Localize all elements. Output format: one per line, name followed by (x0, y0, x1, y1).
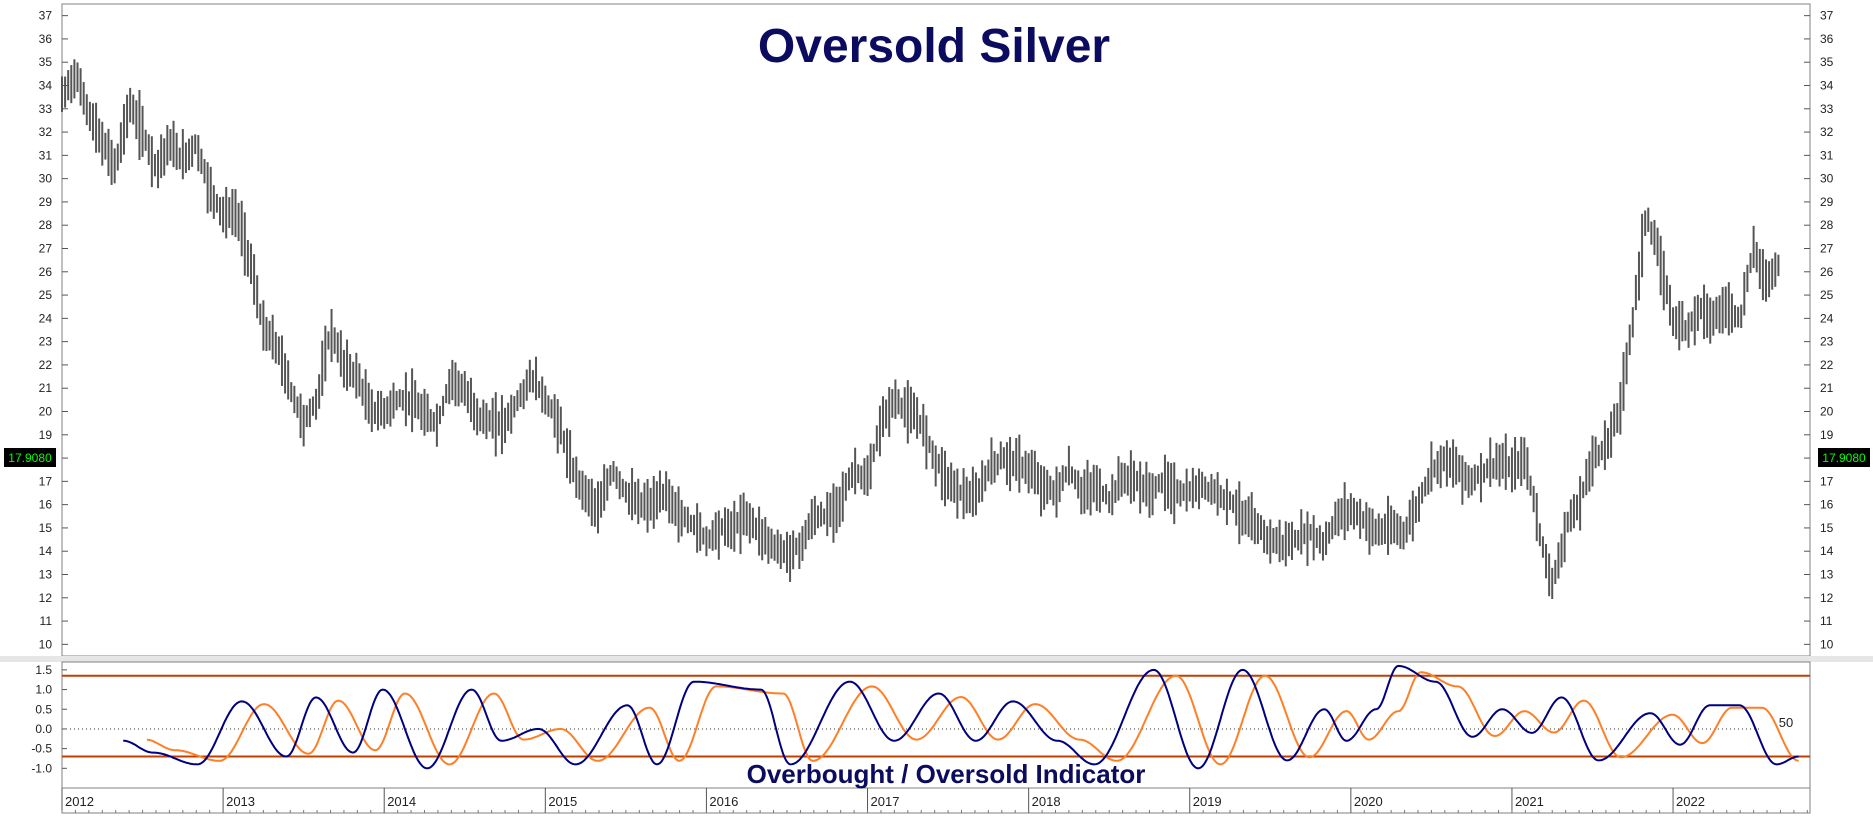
chart-title: Oversold Silver (758, 20, 1110, 73)
price-y-tick-label-right: 22 (1820, 358, 1834, 372)
price-y-tick-label-left: 31 (39, 148, 53, 162)
price-y-tick-label-right: 30 (1820, 172, 1834, 186)
last-value-label-right: 17.9080 (1822, 451, 1866, 465)
price-y-tick-label-left: 25 (39, 288, 53, 302)
price-y-tick-label-right: 24 (1820, 311, 1834, 325)
price-y-tick-label-right: 37 (1820, 9, 1834, 23)
price-y-tick-label-left: 22 (39, 358, 53, 372)
price-y-tick-label-left: 30 (39, 172, 53, 186)
price-y-tick-label-left: 14 (39, 544, 53, 558)
price-y-tick-label-right: 26 (1820, 265, 1834, 279)
price-y-tick-label-left: 34 (39, 79, 53, 93)
price-y-tick-label-right: 25 (1820, 288, 1834, 302)
price-y-tick-label-left: 11 (40, 614, 53, 628)
price-y-tick-label-right: 19 (1820, 428, 1834, 442)
price-y-tick-label-left: 37 (39, 9, 53, 23)
price-y-tick-label-left: 35 (39, 55, 53, 69)
price-y-tick-label-left: 28 (39, 218, 53, 232)
x-tick-label: 2021 (1515, 794, 1544, 809)
price-y-tick-label-right: 31 (1820, 148, 1834, 162)
last-value-box-left (4, 448, 56, 467)
indicator-title: Overbought / Oversold Indicator (747, 759, 1146, 789)
price-y-tick-label-right: 17 (1820, 474, 1834, 488)
price-y-tick-label-right: 12 (1820, 591, 1834, 605)
x-axis: 2012 2013 2014 2015 2016 2017 2018 2019 2020 2021… (61, 788, 1808, 813)
price-y-tick-label-left: 12 (39, 591, 53, 605)
price-y-tick-label-left: 20 (39, 405, 53, 419)
indicator-y-tick-label: 0.0 (35, 722, 52, 736)
indicator-y-tick-label: -0.5 (31, 742, 52, 756)
indicator-right-tick-label: 50 (1779, 715, 1793, 730)
price-y-tick-label-right: 28 (1820, 218, 1834, 232)
price-y-tick-label-right: 33 (1820, 102, 1834, 116)
x-tick-label: 2015 (548, 794, 577, 809)
price-y-tick-label-right: 35 (1820, 55, 1834, 69)
x-tick-label: 2022 (1676, 794, 1705, 809)
price-y-tick-label-left: 15 (39, 521, 53, 535)
price-y-tick-label-left: 33 (39, 102, 53, 116)
indicator-y-tick-label: 1.0 (35, 683, 52, 697)
price-y-tick-label-right: 27 (1820, 242, 1834, 256)
price-y-tick-label-left: 17 (39, 474, 53, 488)
x-tick-label: 2019 (1193, 794, 1222, 809)
indicator-panel-frame (61, 661, 1811, 789)
x-tick-label: 2018 (1032, 794, 1061, 809)
x-tick-label: 2016 (709, 794, 738, 809)
price-y-tick-label-right: 10 (1820, 637, 1834, 651)
price-y-tick-label-left: 27 (39, 242, 53, 256)
price-y-tick-label-left: 26 (39, 265, 53, 279)
panel-separator (0, 656, 1873, 662)
x-tick-label: 2020 (1354, 794, 1383, 809)
price-y-tick-label-right: 23 (1820, 335, 1834, 349)
indicator-line (123, 664, 1799, 770)
price-y-tick-label-left: 24 (39, 311, 53, 325)
price-y-tick-label-right: 13 (1820, 568, 1834, 582)
price-y-tick-label-left: 19 (39, 428, 53, 442)
price-y-tick-label-right: 11 (1820, 614, 1833, 628)
price-y-tick-label-right: 32 (1820, 125, 1834, 139)
price-y-tick-label-left: 23 (39, 335, 53, 349)
price-y-tick-label-left: 13 (39, 568, 53, 582)
indicator-reference-lines (62, 674, 1810, 758)
price-y-tick-label-right: 15 (1820, 521, 1834, 535)
x-tick-label: 2013 (226, 794, 255, 809)
price-y-tick-label-right: 21 (1820, 381, 1834, 395)
price-y-tick-label-left: 16 (39, 498, 53, 512)
price-y-axis-left: 1011121314151617181920212223242526272829… (39, 9, 68, 651)
price-y-tick-label-left: 10 (39, 637, 53, 651)
indicator-lines (123, 664, 1799, 770)
price-y-tick-label-right: 16 (1820, 498, 1834, 512)
x-tick-label: 2014 (387, 794, 416, 809)
x-axis-strip (61, 787, 1811, 814)
price-y-tick-label-left: 32 (39, 125, 53, 139)
price-bars (61, 59, 1780, 600)
price-y-tick-label-right: 34 (1820, 79, 1834, 93)
price-y-tick-label-right: 14 (1820, 544, 1834, 558)
x-tick-label: 2017 (871, 794, 900, 809)
price-y-tick-label-right: 29 (1820, 195, 1834, 209)
price-y-tick-label-left: 36 (39, 32, 53, 46)
price-y-tick-label-right: 20 (1820, 405, 1834, 419)
signal-line (146, 671, 1799, 766)
last-value-box-right (1818, 448, 1870, 467)
indicator-y-tick-label: 1.5 (35, 663, 52, 677)
price-y-tick-label-left: 29 (39, 195, 53, 209)
last-value-label-left: 17.9080 (8, 451, 52, 465)
indicator-y-tick-label: 0.5 (35, 702, 52, 716)
indicator-y-tick-label: -1.0 (31, 761, 52, 775)
price-panel-frame (61, 3, 1811, 657)
indicator-y-axis: -1.0 -0.5 0.0 0.5 1.0 1.5 50 (31, 663, 1793, 775)
price-y-tick-label-left: 21 (39, 381, 53, 395)
price-y-tick-label-right: 36 (1820, 32, 1834, 46)
x-tick-label: 2012 (65, 794, 94, 809)
